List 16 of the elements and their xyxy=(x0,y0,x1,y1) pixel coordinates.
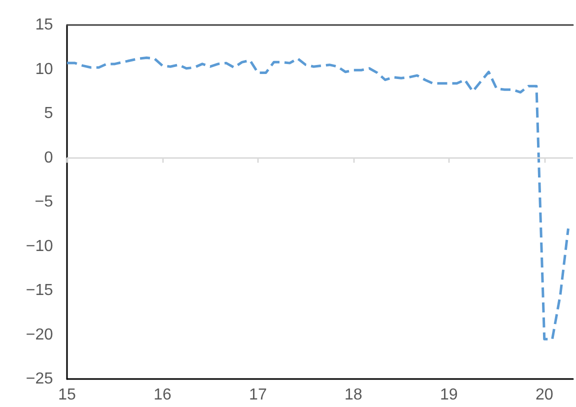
y-tick-label: 15 xyxy=(35,16,54,34)
y-tick-label: −10 xyxy=(26,238,54,255)
x-tick-label: 17 xyxy=(249,386,267,404)
y-tick-label: 10 xyxy=(35,60,54,78)
x-tick-label: 19 xyxy=(440,386,458,404)
y-tick-label: 5 xyxy=(44,105,54,122)
y-tick-label: 0 xyxy=(44,149,54,166)
x-tick-label: 18 xyxy=(344,386,362,404)
y-tick-label: −25 xyxy=(26,370,54,388)
y-tick-label: −20 xyxy=(26,326,54,344)
y-tick-label: −5 xyxy=(34,194,54,210)
x-tick-label: 16 xyxy=(154,386,172,404)
y-tick-label: −15 xyxy=(26,282,54,299)
x-tick-label: 20 xyxy=(535,386,554,404)
x-tick-label: 15 xyxy=(58,386,76,404)
line-series xyxy=(66,56,570,340)
